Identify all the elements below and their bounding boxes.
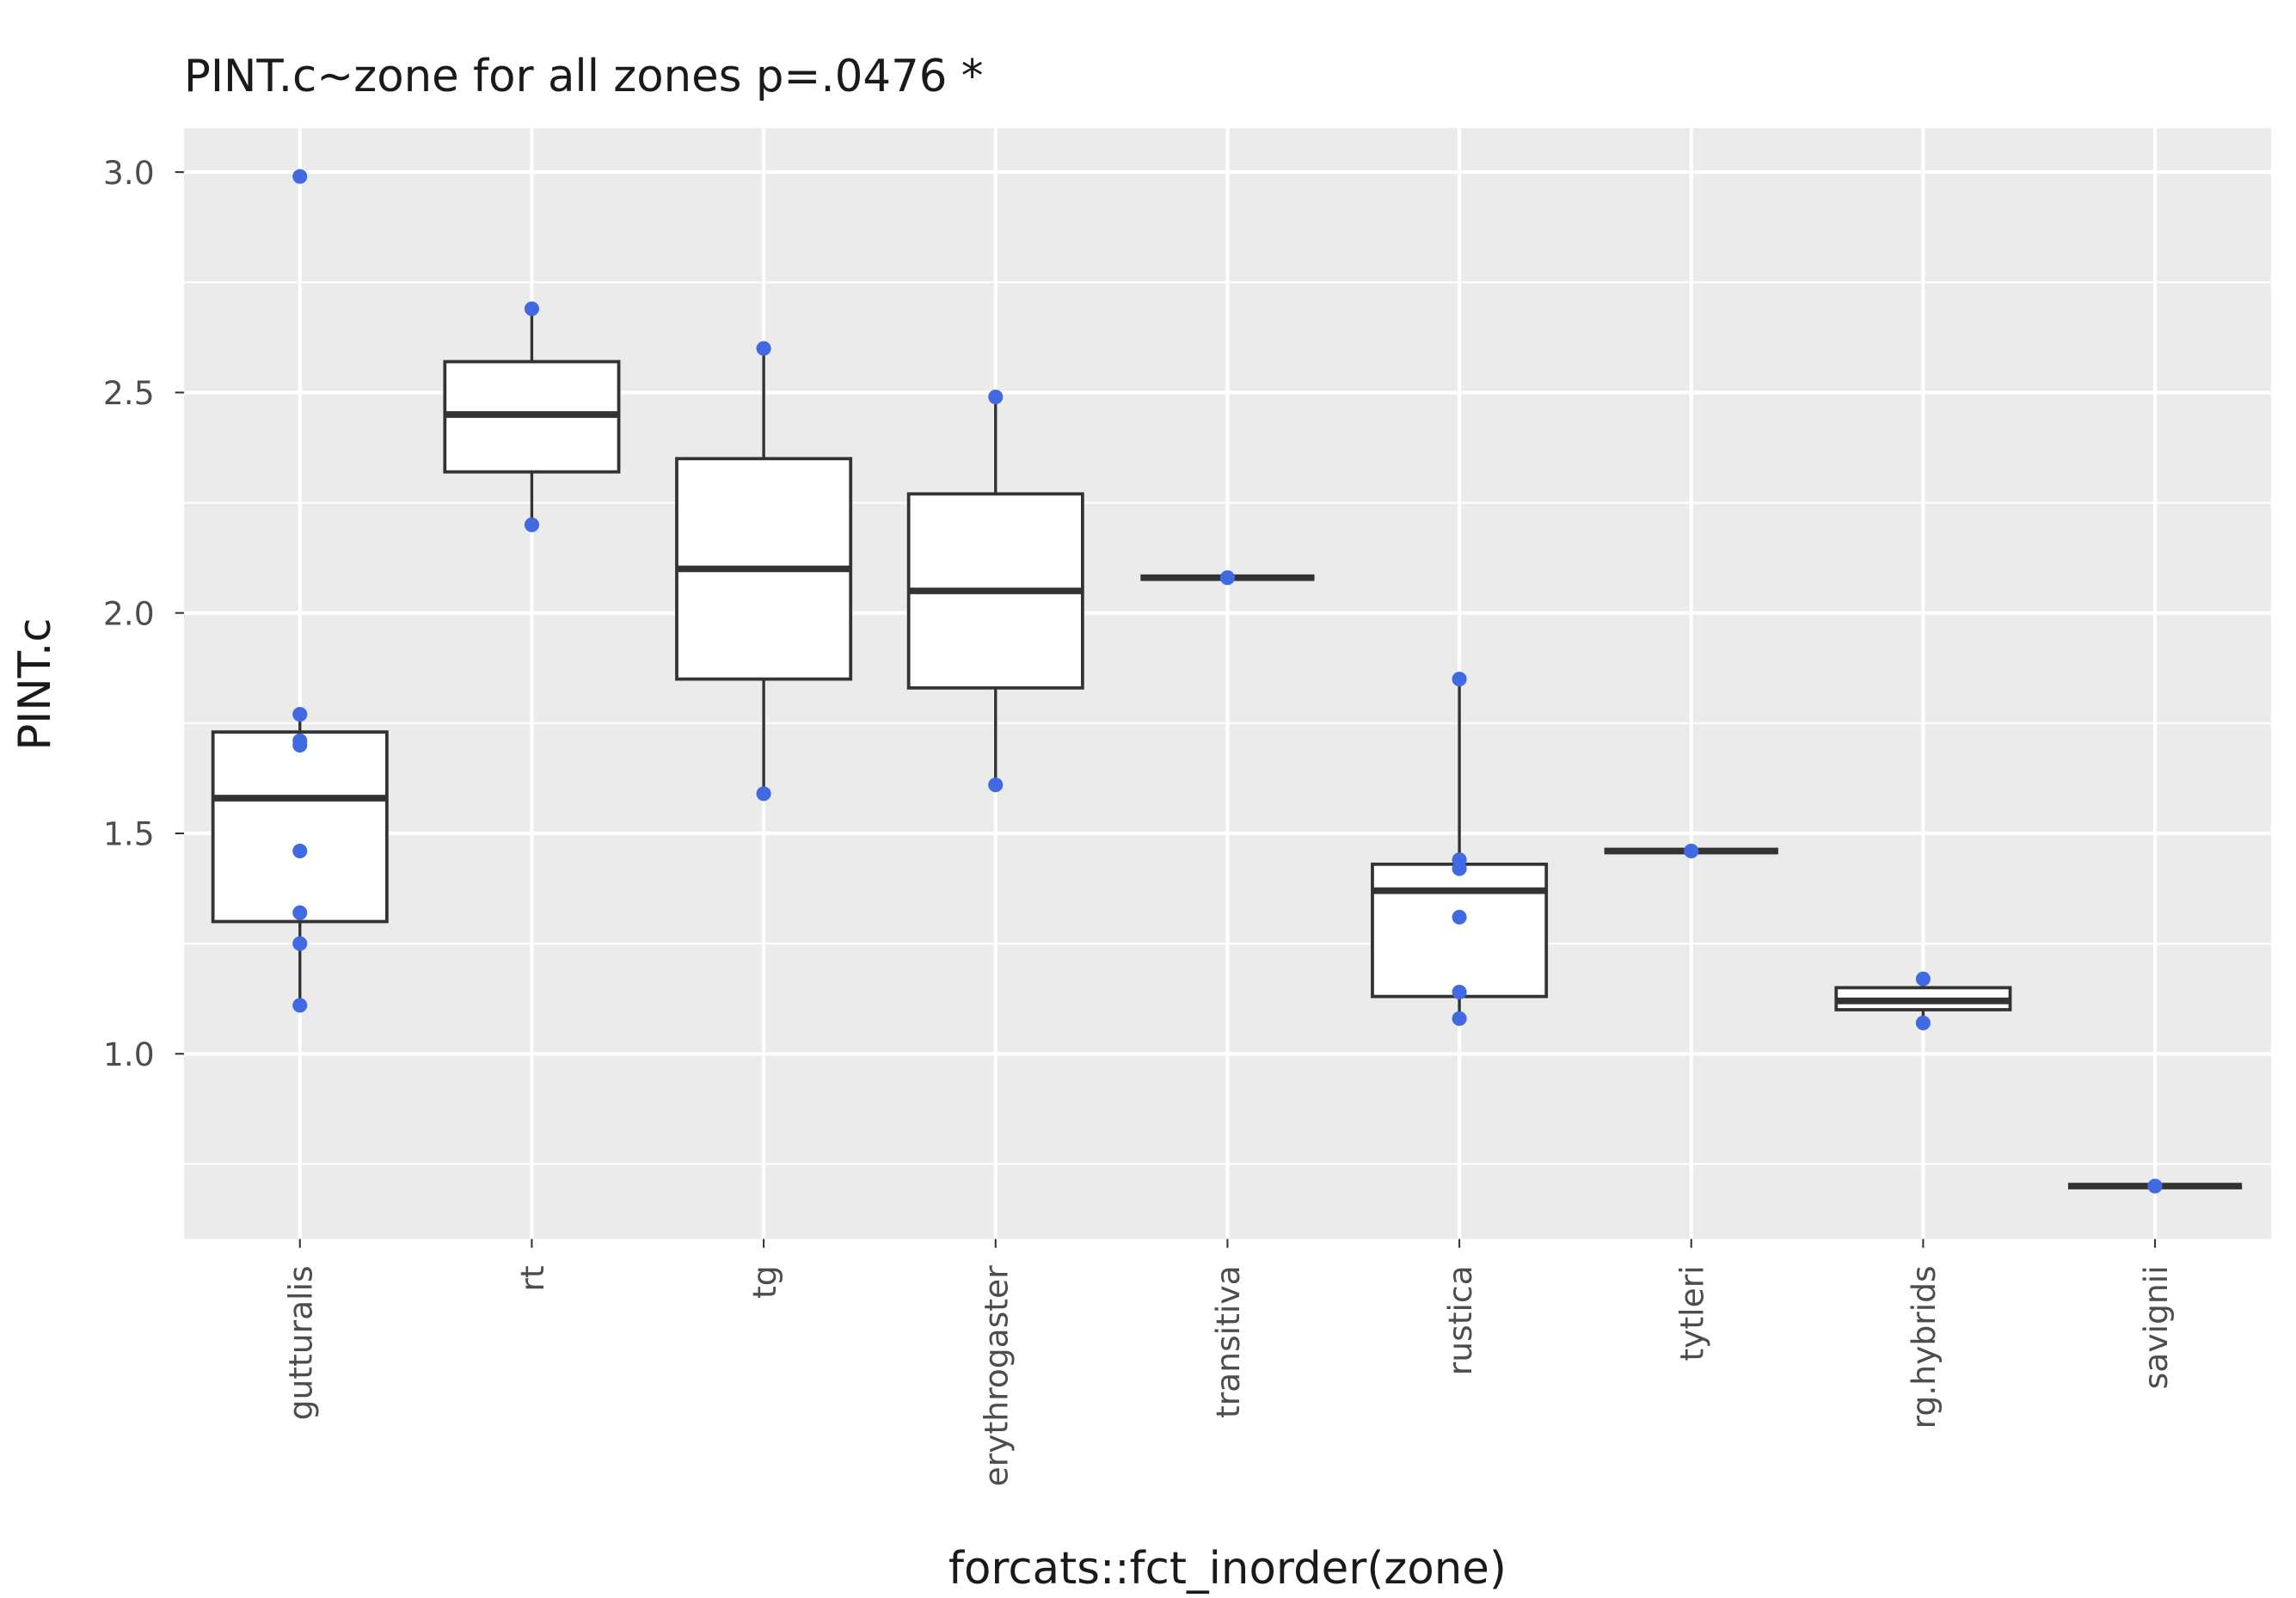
data-point xyxy=(1915,971,1931,986)
box xyxy=(211,730,389,924)
y-tick-label: 3.0 xyxy=(103,154,155,192)
data-point xyxy=(756,341,771,356)
data-point xyxy=(1219,570,1235,586)
x-tick-label: tg xyxy=(746,1265,783,1299)
data-point xyxy=(2147,1178,2163,1194)
x-axis-title: forcats::fct_inorder(zone) xyxy=(948,1543,1507,1595)
data-point xyxy=(292,843,308,859)
data-point xyxy=(1452,984,1467,1000)
y-tick-label: 2.0 xyxy=(103,594,155,632)
box xyxy=(1371,862,1549,999)
data-point xyxy=(756,786,771,802)
x-tick-label: rustica xyxy=(1441,1265,1479,1375)
x-tick-label: gutturalis xyxy=(281,1265,319,1420)
x-tick-label: erythrogaster xyxy=(977,1265,1015,1487)
data-point xyxy=(292,936,308,951)
data-point xyxy=(1452,672,1467,687)
data-point xyxy=(1452,1011,1467,1026)
data-point xyxy=(1915,1015,1931,1030)
y-axis-title: PINT.c xyxy=(9,618,61,750)
chart-title: PINT.c~zone for all zones p=.0476 * xyxy=(184,51,983,102)
x-tick-label: savignii xyxy=(2137,1265,2175,1389)
data-point xyxy=(292,169,308,184)
data-point xyxy=(1684,843,1699,859)
data-point xyxy=(1452,909,1467,925)
x-tick-label: transitiva xyxy=(1209,1265,1247,1418)
y-tick-label: 1.5 xyxy=(103,815,155,853)
y-tick-label: 2.5 xyxy=(103,374,155,412)
data-point xyxy=(524,301,539,317)
y-tick-label: 1.0 xyxy=(103,1036,155,1073)
data-point xyxy=(988,777,1004,793)
data-point xyxy=(988,389,1004,405)
data-point xyxy=(1452,861,1467,876)
data-point xyxy=(292,998,308,1013)
data-point xyxy=(292,737,308,753)
data-point xyxy=(292,905,308,920)
x-tick-label: rg.hybrids xyxy=(1905,1265,1943,1429)
x-tick-label: rt xyxy=(513,1265,551,1291)
data-point xyxy=(292,707,308,722)
x-tick-label: tytleri xyxy=(1673,1265,1710,1361)
data-point xyxy=(524,517,539,532)
